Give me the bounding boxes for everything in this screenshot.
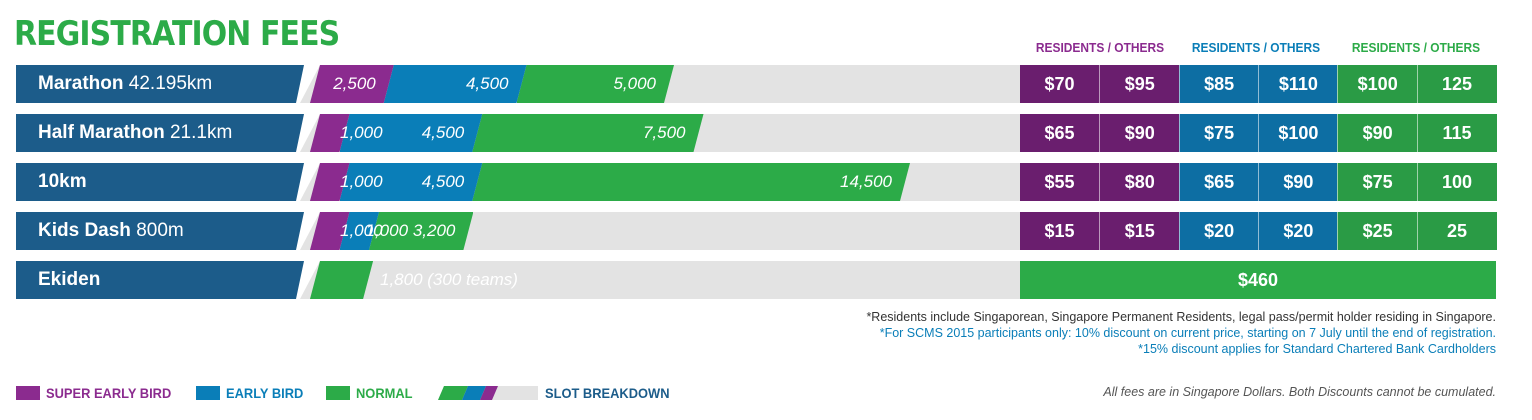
bar-normal [516, 65, 674, 103]
note-card-discount: *15% discount applies for Standard Chart… [1138, 342, 1496, 356]
event-label: Marathon 42.195km [16, 65, 304, 103]
legend-label: EARLY BIRD [226, 385, 304, 401]
fee-header-super-early: RESIDENTS / OTHERS [1035, 40, 1165, 55]
bar-value-label: 7,500 [642, 123, 686, 142]
event-distance: 800m [130, 220, 184, 241]
legend-label: NORMAL [356, 385, 413, 401]
bar-early [383, 65, 527, 103]
fee-cell: $75 [1178, 114, 1259, 152]
fee-cell: $20 [1178, 212, 1259, 250]
fee-cell: 125 [1416, 65, 1497, 103]
event-name: Ekiden [38, 269, 101, 290]
bar-value-label: 5,000 [613, 74, 656, 93]
fee-cell: $25 [1337, 212, 1418, 250]
fee-cell: $20 [1257, 212, 1338, 250]
legend-swatch-super-early [16, 386, 40, 400]
event-label: Half Marathon 21.1km [16, 114, 304, 152]
event-label: 10km [16, 163, 304, 201]
fee-cell: $55 [1020, 163, 1099, 201]
fee-cell: $90 [1099, 114, 1180, 152]
bar-value-label: 4,500 [421, 123, 465, 142]
legend-label: SLOT BREAKDOWN [545, 385, 670, 401]
footnote: All fees are in Singapore Dollars. Both … [1103, 385, 1496, 399]
event-name: 10km [38, 171, 87, 192]
fee-cell: 100 [1416, 163, 1497, 201]
fee-cell: $90 [1257, 163, 1338, 201]
event-distance: 21.1km [164, 122, 233, 143]
page-title: REGISTRATION FEES [14, 14, 340, 54]
bar-value-label: 1,000 [340, 123, 383, 142]
event-distance: 42.195km [123, 73, 213, 94]
bar-value-label: 1,000 [340, 172, 383, 191]
bar-value-label: 1,000 [365, 221, 409, 240]
bar-value-label: 14,500 [840, 172, 892, 191]
fee-cell: 25 [1416, 212, 1497, 250]
fee-cell: $110 [1257, 65, 1338, 103]
fee-header-normal: RESIDENTS / OTHERS [1351, 40, 1481, 55]
legend-swatch-normal [326, 386, 350, 400]
bar-early [339, 114, 483, 152]
fee-cell: $75 [1337, 163, 1418, 201]
note-scms-discount: *For SCMS 2015 participants only: 10% di… [879, 326, 1496, 340]
bar-value-label: 4,500 [421, 172, 465, 191]
event-label: Kids Dash 800m [16, 212, 304, 250]
event-name: Marathon [38, 73, 124, 94]
fee-cell: $70 [1020, 65, 1099, 103]
table-row: Marathon 42.195km 2,500 4,500 5,000 $70 $95 $8… [0, 65, 1532, 103]
notes: *Residents include Singaporean, Singapor… [866, 309, 1496, 357]
bar-value-label: 1,000 [340, 221, 383, 240]
bar-normal [369, 212, 474, 250]
fee-cell: $15 [1099, 212, 1180, 250]
fee-cell: $15 [1020, 212, 1099, 250]
table-row: 10km 1,000 4,500 14,500 $55 $80 $65 $90 $75 100 [0, 163, 1532, 201]
event-name: Half Marathon [38, 122, 165, 143]
event-name: Kids Dash [38, 220, 131, 241]
bar-value-label: 4,500 [465, 74, 509, 93]
fee-cell: $95 [1099, 65, 1180, 103]
bar-normal [310, 261, 374, 299]
bar-value-label: 3,200 [412, 221, 456, 240]
note-residents: *Residents include Singaporean, Singapor… [866, 310, 1496, 324]
bar-super-early [310, 65, 394, 103]
bar-normal [472, 114, 704, 152]
fee-cell-team: $460 [1020, 261, 1496, 299]
fee-cell: $100 [1337, 65, 1418, 103]
fee-header-early: RESIDENTS / OTHERS [1191, 40, 1321, 55]
bar-value-label: 2,500 [333, 74, 376, 93]
slot-track [300, 261, 1022, 299]
fee-cell: 115 [1416, 114, 1497, 152]
fee-cell: $100 [1257, 114, 1338, 152]
slot-breakdown-icon [438, 386, 538, 400]
fee-cell: $65 [1178, 163, 1259, 201]
table-row: Half Marathon 21.1km 1,000 4,500 7,500 $65 $9… [0, 114, 1532, 152]
bar-normal [472, 163, 910, 201]
bar-early [339, 163, 483, 201]
fee-cell: $90 [1337, 114, 1418, 152]
table-row: Ekiden 1,800 (300 teams) $460 [0, 261, 1532, 299]
fee-cell: $85 [1178, 65, 1259, 103]
table-row: Kids Dash 800m 1,000 1,000 3,200 $15 $15 $20 $2… [0, 212, 1532, 250]
event-label: Ekiden [16, 261, 304, 299]
legend-swatch-early [196, 386, 220, 400]
fee-cell: $80 [1099, 163, 1180, 201]
legend-label: SUPER EARLY BIRD [46, 385, 172, 401]
fee-cell: $65 [1020, 114, 1099, 152]
bar-value-label: 1,800 (300 teams) [380, 270, 518, 289]
